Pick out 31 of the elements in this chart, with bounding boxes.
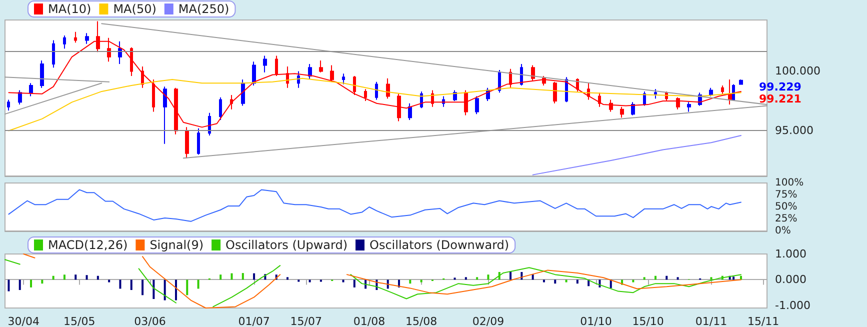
x-tick-label: 01/08 [353, 315, 386, 327]
legend-label: Oscillators (Downward) [370, 238, 510, 252]
y-tick-label: -1.000 [775, 298, 810, 312]
x-tick-label: 01/07 [238, 315, 270, 327]
x-tick-label: 02/09 [472, 315, 504, 327]
y-tick-label: 75% [775, 190, 798, 200]
y-tick-label: 0.000 [775, 273, 806, 286]
x-tick-label: 01/11 [695, 315, 728, 327]
x-tick-label: 15/07 [290, 315, 322, 327]
annotation: 99.221 [759, 92, 802, 106]
y-tick-label: 25% [775, 214, 798, 224]
legend-label: MACD(12,26) [48, 238, 128, 252]
legend-label: Signal(9) [150, 238, 204, 252]
y-tick-label: 100.000 [775, 64, 820, 78]
legend-label: MA(10) [48, 2, 92, 16]
y-tick-label: 100% [775, 178, 804, 188]
legend-label: MA(250) [178, 2, 230, 16]
y-tick-label: 1.000 [775, 248, 806, 260]
x-tick-label: 30/04 [8, 315, 40, 327]
x-tick-label: 15/08 [405, 315, 438, 327]
y-tick-label: 50% [775, 202, 798, 212]
y-tick-label: 95.000 [775, 124, 814, 138]
y-tick-label: 0% [775, 226, 791, 236]
x-tick-label: 03/06 [134, 315, 166, 327]
x-tick-label: 01/10 [580, 315, 612, 327]
legend-label: MA(50) [113, 2, 156, 16]
legend-label: Oscillators (Upward) [226, 238, 348, 252]
x-tick-label: 15/05 [63, 315, 96, 327]
annotation: 99.229 [759, 80, 802, 94]
x-tick-label: 15/11 [747, 315, 780, 327]
x-tick-label: 15/10 [632, 315, 664, 327]
